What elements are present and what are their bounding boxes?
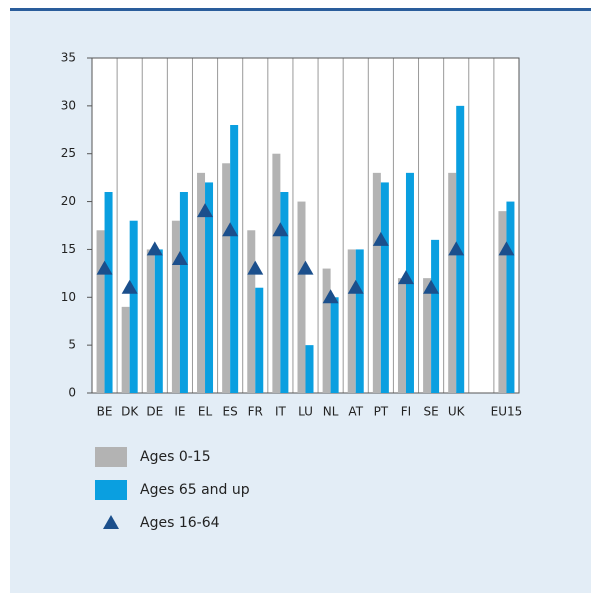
x-tick-label: DK (121, 405, 139, 419)
bar (222, 163, 231, 393)
x-tick-label: UK (448, 405, 466, 419)
x-tick-label: FR (248, 405, 263, 419)
bar (448, 172, 457, 393)
top-rule (10, 8, 591, 11)
y-tick-label: 10 (61, 290, 76, 304)
x-tick-label: AT (348, 405, 363, 419)
bar (322, 268, 331, 393)
y-tick-label: 30 (61, 98, 76, 112)
x-tick-label: EL (198, 405, 213, 419)
legend-label: Ages 16-64 (140, 515, 220, 531)
bar (104, 192, 113, 393)
bar (272, 153, 281, 393)
bar (330, 297, 339, 393)
marker (347, 279, 364, 294)
marker (372, 231, 389, 246)
x-tick-label: DE (146, 405, 163, 419)
x-tick-label: SE (423, 405, 438, 419)
bar (347, 249, 356, 393)
marker (498, 241, 515, 256)
bar (380, 182, 389, 393)
marker (171, 251, 188, 265)
legend-label: Ages 65 and up (140, 482, 250, 498)
y-tick-label: 35 (61, 51, 76, 65)
legend-swatch (95, 447, 127, 467)
bar (397, 278, 406, 393)
marker (146, 241, 163, 256)
bar (205, 182, 214, 393)
y-tick-label: 20 (61, 194, 76, 208)
bar (179, 192, 188, 393)
marker (197, 203, 214, 218)
bar (154, 249, 163, 393)
x-tick-label: PT (374, 405, 389, 419)
marker (397, 270, 414, 285)
marker (448, 241, 465, 256)
x-tick-label: BE (97, 405, 113, 419)
legend-swatch (95, 480, 127, 500)
bar (230, 125, 239, 393)
legend-label: Ages 0-15 (140, 449, 211, 465)
bar (355, 249, 364, 393)
bar (129, 220, 138, 393)
bar (506, 201, 515, 393)
y-tick-label: 5 (68, 338, 76, 352)
x-tick-label: IE (174, 405, 185, 419)
x-tick-label: NL (323, 405, 339, 419)
y-tick-label: 0 (68, 386, 76, 400)
bar (305, 345, 314, 393)
marker (423, 279, 440, 294)
bar (146, 249, 155, 393)
bar (372, 172, 381, 393)
bar (121, 306, 130, 393)
marker (322, 289, 339, 304)
x-tick-label: LU (298, 405, 313, 419)
bar (96, 230, 105, 393)
bar (280, 192, 289, 393)
x-tick-label: EU15 (491, 405, 523, 419)
marker (222, 222, 239, 237)
bar (297, 201, 306, 393)
y-tick-label: 15 (61, 242, 76, 256)
bar (423, 278, 432, 393)
marker (96, 260, 113, 275)
bar (247, 230, 256, 393)
marker (121, 279, 138, 294)
x-tick-label: IT (275, 405, 287, 419)
y-tick-label: 25 (61, 146, 76, 160)
bar (171, 220, 180, 393)
bar (431, 239, 440, 393)
x-tick-label: FI (401, 405, 411, 419)
bar (498, 211, 507, 393)
marker (247, 260, 264, 275)
legend-swatch (103, 515, 119, 529)
x-tick-label: ES (223, 405, 238, 419)
marker (272, 222, 289, 237)
bar (255, 287, 264, 393)
bar (197, 172, 206, 393)
marker (297, 260, 314, 275)
